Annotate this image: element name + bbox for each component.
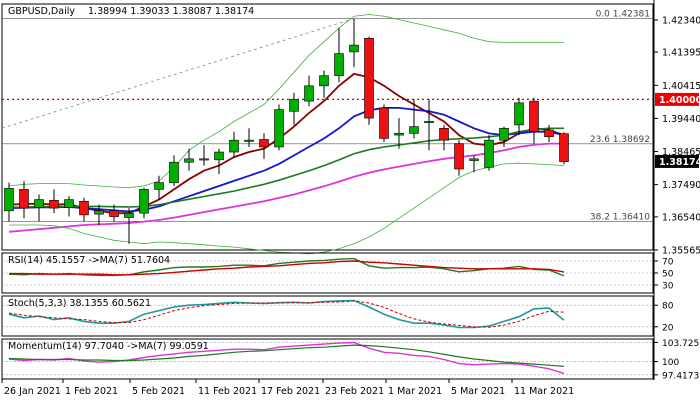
rsi-tick-label: 30: [662, 282, 674, 292]
resistance-price-label: 1.40000: [659, 95, 700, 106]
bullish-candle: [229, 139, 239, 153]
date-label: 5 Feb 2021: [132, 386, 185, 397]
price-tick-label: 1.42340: [662, 15, 700, 26]
bullish-candle: [334, 53, 344, 76]
main-panel-frame: [1, 3, 654, 251]
bullish-candle: [319, 75, 329, 87]
bearish-candle: [544, 129, 554, 138]
bearish-candle: [379, 107, 389, 139]
fib-label: 38.2 1.36410: [590, 212, 650, 222]
symbol-label: GBPUSD,Daily: [8, 6, 75, 17]
momentum-tick-label: 100: [662, 358, 679, 368]
price-tick-label: 1.37490: [662, 180, 700, 191]
rsi-line: [8, 257, 565, 277]
bearish-candle: [49, 199, 59, 209]
price-tick-label: 1.36540: [662, 212, 700, 223]
bullish-candle: [94, 210, 104, 215]
price-tick-label: 1.40415: [662, 81, 700, 92]
bullish-candle: [4, 188, 14, 212]
fib-label: 23.6 1.38692: [590, 135, 650, 145]
date-label: 11 Mar 2021: [514, 386, 574, 397]
bullish-candle: [139, 189, 149, 214]
date-label: 17 Feb 2021: [261, 386, 320, 397]
bullish-candle: [349, 44, 359, 53]
bullish-candle: [154, 182, 164, 190]
bearish-candle: [109, 210, 119, 217]
momentum-line: [8, 341, 565, 375]
ohlc-label: 1.38994 1.39033 1.38087 1.38174: [88, 6, 254, 17]
bearish-candle: [364, 37, 374, 119]
date-label: 1 Feb 2021: [65, 386, 118, 397]
bearish-candle: [529, 100, 539, 132]
bearish-candle: [19, 189, 29, 209]
bullish-candle: [244, 139, 254, 142]
bearish-candle: [454, 143, 464, 170]
date-label: 26 Jan 2021: [4, 386, 61, 397]
bullish-candle: [124, 212, 134, 218]
rsi-title: RSI(14) 45.1557 ->MA(7) 51.7604: [8, 255, 170, 266]
price-tick-label: 1.41395: [662, 48, 700, 59]
bullish-candle: [169, 161, 179, 183]
current-price-box: [655, 154, 699, 168]
momentum-tick-label: 103.7259: [662, 339, 700, 349]
bearish-candle: [79, 200, 89, 216]
date-label: 11 Feb 2021: [198, 386, 257, 397]
momentum-title: Momentum(14) 97.7040 ->MA(7) 99.0591: [8, 341, 209, 352]
bearish-candle: [439, 127, 449, 141]
ma-blue-line-1: [8, 107, 565, 213]
bullish-candle: [304, 85, 314, 102]
date-label: 1 Mar 2021: [388, 386, 442, 397]
bullish-candle: [514, 102, 524, 126]
bullish-candle: [184, 158, 194, 163]
date-label: 5 Mar 2021: [451, 386, 505, 397]
fib-label: 0.0 1.42381: [596, 10, 650, 20]
stoch-tick-label: 20: [662, 323, 674, 333]
bullish-candle: [199, 158, 209, 161]
bullish-candle: [484, 139, 494, 168]
stoch-panel-frame: [1, 295, 654, 337]
bullish-candle: [289, 99, 299, 112]
bullish-candle: [499, 127, 509, 141]
rsi-tick-label: 70: [662, 258, 674, 268]
momentum-panel-frame: [1, 338, 654, 380]
momentum-ma-line: [8, 344, 565, 367]
bullish-candle: [469, 158, 479, 161]
stoch-tick-label: 80: [662, 302, 674, 312]
bullish-candle: [34, 199, 44, 208]
bullish-candle: [394, 133, 404, 136]
bullish-candle: [409, 126, 419, 134]
bullish-candle: [274, 109, 284, 148]
bullish-candle: [424, 121, 434, 123]
bearish-candle: [259, 139, 269, 148]
stoch-title: Stoch(5,3,3) 38.1355 60.5621: [8, 298, 151, 309]
ma-green-line-2: [8, 127, 564, 209]
bollinger-line-4: [8, 14, 564, 189]
resistance-price-box: [655, 92, 699, 106]
ma-magenta-line-3: [8, 142, 564, 233]
bullish-candle: [214, 151, 224, 161]
rsi-ma-line: [9, 260, 565, 276]
bullish-candle: [64, 199, 74, 208]
momentum-tick-label: 97.4173: [662, 371, 699, 381]
price-tick-label: 1.39440: [662, 114, 700, 125]
bearish-candle: [559, 133, 569, 162]
trend-line: [1, 18, 355, 129]
price-tick-label: 1.38465: [662, 147, 700, 158]
current-price-label: 1.38174: [659, 157, 700, 168]
rsi-tick-label: 50: [662, 270, 674, 280]
date-label: 23 Feb 2021: [325, 386, 384, 397]
price-tick-label: 1.35565: [662, 246, 700, 257]
stoch-d-line: [8, 300, 565, 328]
